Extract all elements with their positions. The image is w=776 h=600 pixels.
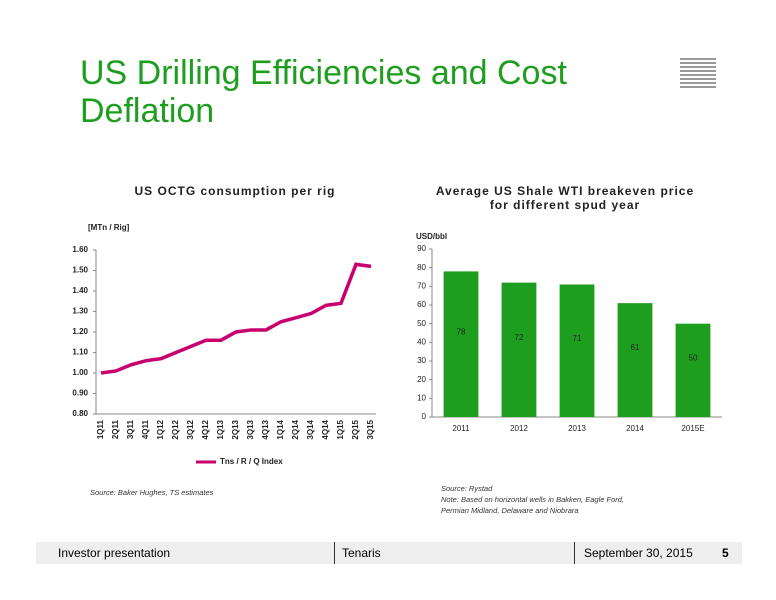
value-label: 71 <box>573 334 582 343</box>
footer: Investor presentation Tenaris September … <box>36 542 742 564</box>
y-axis-label: [MTn / Rig] <box>88 223 130 232</box>
source-note: Source: Baker Hughes, TS estimates <box>90 488 214 497</box>
value-label: 50 <box>689 353 698 362</box>
y-tick-label: 1.50 <box>72 266 88 275</box>
x-tick-label: 2014 <box>626 424 644 433</box>
x-tick-label: 4Q11 <box>141 419 150 439</box>
y-tick-label: 30 <box>417 356 426 365</box>
x-tick-label: 4Q12 <box>201 419 210 439</box>
x-tick-label: 2Q15 <box>351 419 360 439</box>
x-tick-label: 4Q14 <box>321 419 330 439</box>
x-tick-label: 3Q13 <box>246 419 255 439</box>
x-tick-label: 1Q12 <box>156 419 165 439</box>
x-tick-label: 2Q11 <box>111 419 120 439</box>
chart-title: US OCTG consumption per rig <box>134 184 336 198</box>
y-tick-label: 1.10 <box>72 348 88 357</box>
y-tick-label: 1.30 <box>72 307 88 316</box>
x-tick-label: 4Q13 <box>261 419 270 439</box>
x-tick-label: 2013 <box>568 424 586 433</box>
x-tick-label: 2012 <box>510 424 528 433</box>
y-tick-label: 0.80 <box>72 409 88 418</box>
y-tick-label: 0.90 <box>72 389 88 398</box>
footer-date: September 30, 2015 <box>584 546 693 560</box>
x-tick-label: 2011 <box>452 424 470 433</box>
value-label: 78 <box>457 327 466 336</box>
x-tick-label: 2Q12 <box>171 419 180 439</box>
y-tick-label: 80 <box>417 263 426 272</box>
source-note: Source: Rystad <box>441 484 493 493</box>
y-tick-label: 50 <box>417 319 426 328</box>
bar <box>675 323 711 417</box>
chart-title: Average US Shale WTI breakeven price for… <box>435 184 695 212</box>
footer-left: Investor presentation <box>58 546 171 560</box>
legend-label: Tns / R / Q Index <box>220 457 283 466</box>
y-tick-label: 10 <box>417 393 426 402</box>
logo-icon <box>680 58 716 90</box>
y-tick-label: 20 <box>417 375 426 384</box>
y-tick-label: 1.20 <box>72 327 88 336</box>
y-tick-label: 1.40 <box>72 286 88 295</box>
y-axis-label: USD/bbl <box>416 232 447 241</box>
x-tick-label: 3Q14 <box>306 419 315 439</box>
x-tick-label: 2015E <box>681 424 704 433</box>
value-label: 72 <box>515 333 524 342</box>
x-tick-label: 1Q11 <box>96 419 105 439</box>
footer-company: Tenaris <box>342 546 381 560</box>
page-number: 5 <box>722 546 729 560</box>
x-tick-label: 2Q13 <box>231 419 240 439</box>
bar <box>617 303 653 417</box>
x-tick-label: 1Q15 <box>336 419 345 439</box>
y-tick-label: 90 <box>417 244 426 253</box>
y-tick-label: 40 <box>417 337 426 346</box>
x-tick-label: 1Q13 <box>216 419 225 439</box>
y-tick-label: 70 <box>417 281 426 290</box>
y-tick-label: 0 <box>422 412 427 421</box>
x-tick-label: 1Q14 <box>276 419 285 439</box>
y-tick-label: 1.00 <box>72 368 88 377</box>
y-tick-label: 1.60 <box>72 245 88 254</box>
data-line <box>100 262 372 375</box>
x-tick-label: 3Q12 <box>186 419 195 439</box>
charts: [MTn / Rig] 0.80 0.90 1.00 1.10 1.20 1.30 1.40 1… <box>72 223 722 466</box>
x-tick-label: 3Q11 <box>126 419 135 439</box>
y-tick-label: 60 <box>417 300 426 309</box>
bar <box>559 284 595 417</box>
bar <box>501 282 537 417</box>
slide-title: US Drilling Efficiencies and Cost Deflat… <box>80 54 567 130</box>
x-tick-label: 2Q14 <box>291 419 300 439</box>
footnote: Note: Based on horizontal wells in Bakke… <box>441 495 625 515</box>
x-tick-label: 3Q15 <box>366 419 375 439</box>
bar <box>443 271 479 417</box>
value-label: 61 <box>631 343 640 352</box>
